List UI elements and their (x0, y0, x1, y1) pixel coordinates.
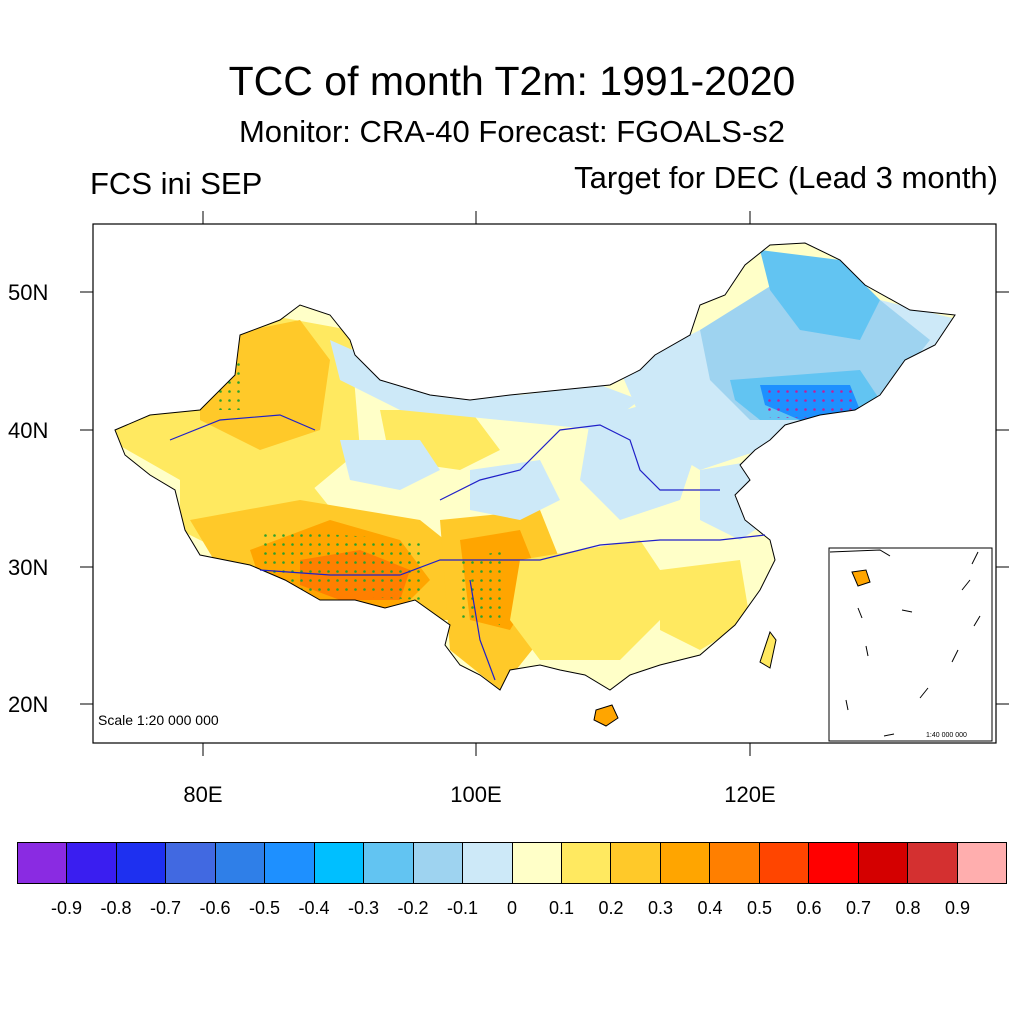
lat-label-40n: 40N (8, 418, 49, 443)
colorbar-box (67, 843, 117, 883)
lon-ticks (202, 211, 751, 756)
colorbar-box (759, 843, 810, 883)
lon-label-100e: 100E (450, 782, 502, 807)
colorbar-box (364, 843, 414, 883)
colorbar-box (611, 843, 661, 883)
colorbar-label: -0.7 (149, 898, 182, 918)
colorbar-label: 0.2 (598, 898, 624, 918)
colorbar (17, 842, 1007, 884)
colorbar-label: -0.3 (347, 898, 380, 918)
colorbar-box (413, 843, 464, 883)
colorbar-box (512, 843, 562, 883)
inset-scale-label: 1:40 000 000 (926, 732, 967, 739)
colorbar-box (116, 843, 167, 883)
colorbar-box (710, 843, 760, 883)
colorbar-box (809, 843, 859, 883)
main-scale-label: Scale 1:20 000 000 (98, 712, 219, 728)
lat-label-30n: 30N (8, 555, 49, 580)
colorbar-box (858, 843, 909, 883)
colorbar-label: 0.1 (548, 898, 575, 918)
colorbar-label: -0.2 (397, 898, 429, 918)
colorbar-label: 0 (506, 898, 517, 918)
colorbar-label: 0.9 (944, 898, 971, 918)
lon-label-80e: 80E (183, 782, 223, 807)
colorbar-box (908, 843, 958, 883)
target-label: Target for DEC (Lead 3 month) (574, 160, 998, 195)
colorbar-label: 0.7 (845, 898, 872, 918)
colorbar-label: 0.8 (895, 898, 921, 918)
colorbar-label: -0.4 (298, 898, 330, 918)
lat-label-20n: 20N (8, 692, 49, 717)
colorbar-label: -0.9 (50, 898, 83, 918)
colorbar-box (463, 843, 513, 883)
lon-label-120e: 120E (724, 782, 776, 807)
colorbar-box (265, 843, 315, 883)
colorbar-label: -0.6 (199, 898, 231, 918)
colorbar-box (166, 843, 216, 883)
lat-label-50n: 50N (8, 280, 49, 305)
map-title: TCC of month T2m: 1991-2020 (228, 58, 796, 104)
taiwan-island (759, 630, 777, 669)
south-china-sea-inset (828, 547, 993, 742)
colorbar-label: -0.8 (100, 898, 132, 918)
forecast-init-label: FCS ini SEP (90, 166, 263, 201)
hainan-island (593, 704, 619, 727)
colorbar-box (561, 843, 612, 883)
colorbar-box (215, 843, 266, 883)
colorbar-box (314, 843, 365, 883)
rivers (169, 414, 766, 681)
colorbar-label: 0.3 (647, 898, 674, 918)
colorbar-label: 0.5 (746, 898, 773, 918)
colorbar-label: 0.4 (697, 898, 723, 918)
colorbar-label: 0.6 (796, 898, 822, 918)
china-outline (114, 242, 956, 691)
map-subtitle: Monitor: CRA-40 Forecast: FGOALS-s2 (238, 114, 786, 149)
lat-ticks (80, 291, 1009, 705)
map-frame (92, 223, 997, 744)
colorbar-box (957, 843, 1007, 883)
colorbar-label: -0.1 (446, 898, 479, 918)
colorbar-label: -0.5 (248, 898, 281, 918)
inset-dashes (829, 549, 981, 737)
colorbar-box (660, 843, 711, 883)
colorbar-box (18, 843, 68, 883)
